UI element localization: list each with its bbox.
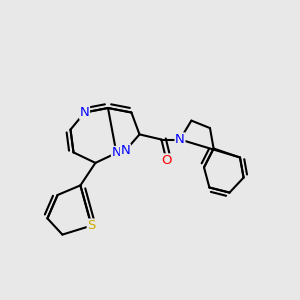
Text: N: N [175,133,185,146]
Text: N: N [112,146,121,160]
Text: O: O [161,154,172,167]
Text: N: N [121,144,130,157]
Text: N: N [80,106,89,119]
Text: S: S [87,219,96,232]
